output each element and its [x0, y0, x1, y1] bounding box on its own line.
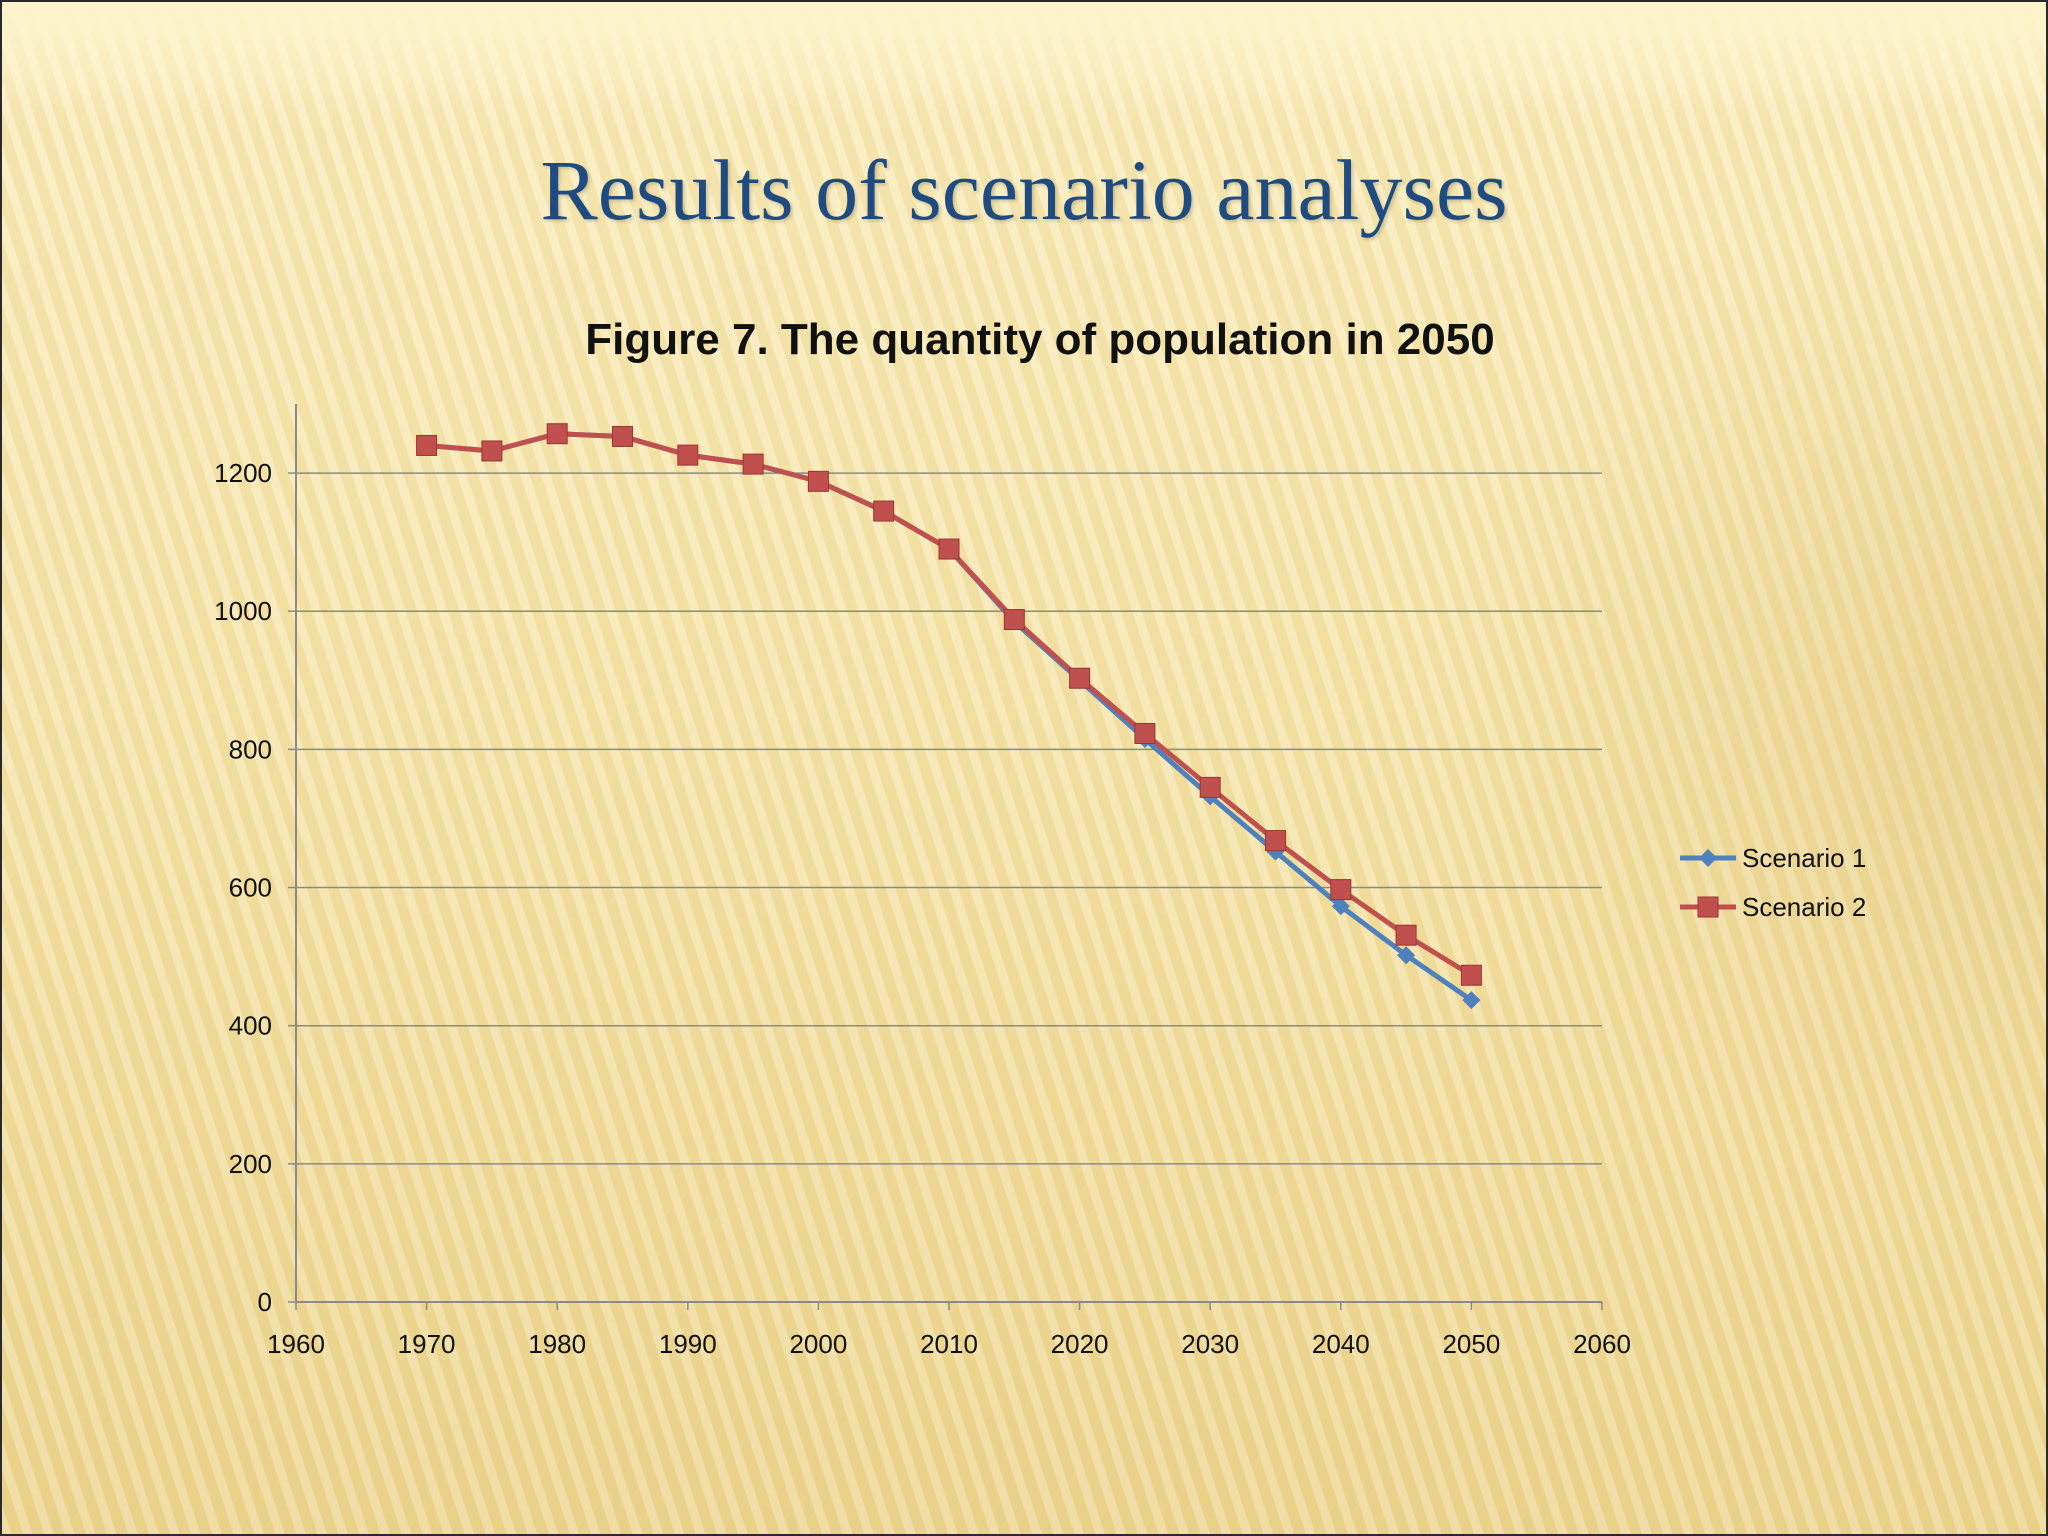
series-1-point-2045 — [1397, 946, 1416, 965]
series-1-point-2040 — [1331, 897, 1350, 916]
series-2 — [416, 423, 1482, 986]
series-2-point-2040 — [1330, 879, 1352, 901]
series-2-point-1980 — [546, 423, 568, 445]
x-tick-label-2020: 2020 — [1051, 1329, 1109, 1359]
legend-marker-2 — [1697, 896, 1719, 918]
slide-top-band — [2, 2, 2046, 112]
series-2-point-2015 — [1003, 609, 1025, 631]
y-tick-label-800: 800 — [229, 734, 272, 764]
series-2-point-1990 — [677, 444, 699, 466]
series-2-point-2005 — [873, 500, 895, 522]
series-line-2 — [426, 431, 1473, 978]
x-tick-label-1960: 1960 — [267, 1329, 325, 1359]
series-2-point-2045 — [1395, 924, 1417, 946]
x-tick-label-2000: 2000 — [789, 1329, 847, 1359]
chart-title: Figure 7. The quantity of population in … — [585, 315, 1494, 364]
x-tick-label-2040: 2040 — [1312, 1329, 1370, 1359]
x-tick-label-1970: 1970 — [398, 1329, 456, 1359]
chart-grid — [296, 472, 1602, 1165]
x-tick-label-1990: 1990 — [659, 1329, 717, 1359]
series-2-point-1995 — [742, 453, 764, 475]
series-2-point-2030 — [1199, 776, 1221, 798]
series-2-point-1975 — [481, 440, 503, 462]
series-2-point-2035 — [1265, 830, 1286, 852]
series-2-point-2000 — [807, 470, 829, 492]
x-tick-label-2060: 2060 — [1573, 1329, 1631, 1359]
chart-legend: Scenario 1 Scenario 2 — [1680, 843, 1866, 922]
slide-title: Results of scenario analyses — [540, 142, 1508, 238]
chart-ticks: 0 200 400 600 800 1000 1200 1960 1970 1980 1990 200… — [214, 458, 1631, 1359]
series-line-1 — [426, 431, 1473, 1003]
legend-label-2: Scenario 2 — [1742, 892, 1866, 922]
y-tick-label-400: 400 — [229, 1011, 272, 1041]
y-tick-label-1000: 1000 — [214, 596, 272, 626]
series-2-point-2025 — [1134, 722, 1156, 744]
series-2-point-2020 — [1069, 667, 1091, 689]
y-tick-label-600: 600 — [229, 873, 272, 903]
series-2-point-1970 — [416, 434, 438, 456]
chart-series — [416, 423, 1482, 1010]
y-tick-label-1200: 1200 — [214, 458, 272, 488]
y-tick-label-0: 0 — [258, 1287, 272, 1317]
x-tick-label-2010: 2010 — [920, 1329, 978, 1359]
series-2-point-2050 — [1460, 964, 1482, 986]
series-2-point-2010 — [938, 538, 960, 560]
y-tick-label-200: 200 — [229, 1149, 272, 1179]
legend-marker-1 — [1699, 849, 1717, 867]
series-1 — [417, 424, 1481, 1010]
series-1-point-2050 — [1462, 991, 1481, 1010]
x-tick-label-2050: 2050 — [1442, 1329, 1500, 1359]
x-tick-label-2030: 2030 — [1181, 1329, 1239, 1359]
x-tick-label-1980: 1980 — [528, 1329, 586, 1359]
series-2-point-1985 — [612, 425, 633, 447]
legend-label-1: Scenario 1 — [1742, 843, 1866, 873]
